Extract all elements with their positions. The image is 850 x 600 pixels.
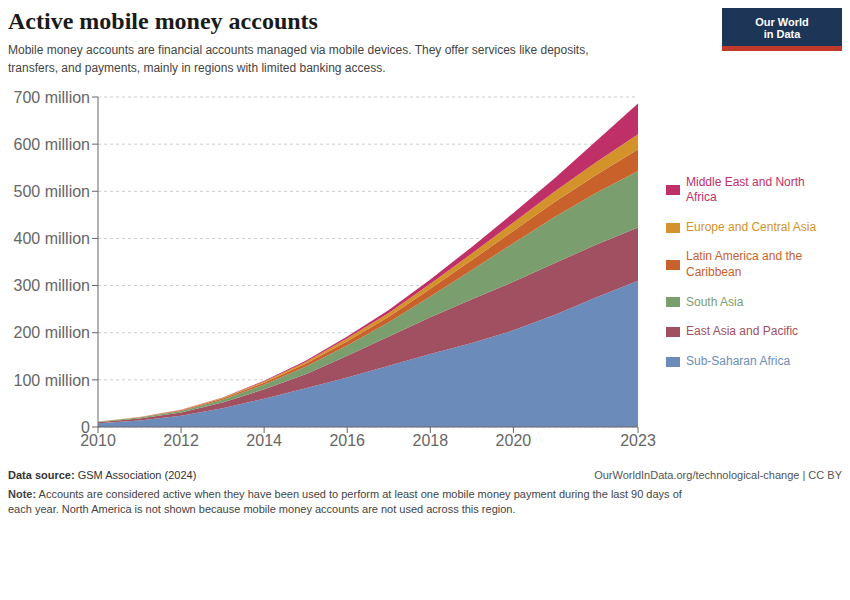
html-text:Our World in Data: Our World in Data bbox=[755, 16, 809, 40]
svg-text:2012: 2012 bbox=[163, 432, 199, 449]
html-text:Latin America and the Caribbea: Latin America and the Caribbean bbox=[686, 249, 803, 279]
html-text:Europe and Central Asia: Europe and Central Asia bbox=[686, 219, 817, 234]
svg-text:100 million: 100 million bbox=[14, 372, 90, 389]
svg-text:300 million: 300 million bbox=[14, 277, 90, 294]
html-text:East Asia and Pacific: East Asia and Pacific bbox=[686, 324, 799, 339]
html-text:Sub-Saharan Africa: Sub-Saharan Africa bbox=[686, 353, 791, 368]
svg-text:700 million: 700 million bbox=[14, 89, 90, 106]
html-text:Middle East and North Africa: Middle East and North Africa bbox=[686, 174, 805, 205]
svg-text:2020: 2020 bbox=[496, 432, 532, 449]
svg-text:2023: 2023 bbox=[620, 432, 656, 449]
svg-text:400 million: 400 million bbox=[14, 230, 90, 247]
svg-text:2010: 2010 bbox=[80, 432, 116, 450]
svg-text:2016: 2016 bbox=[329, 432, 365, 449]
svg-text:2018: 2018 bbox=[413, 432, 449, 449]
svg-text:500 million: 500 million bbox=[14, 183, 90, 200]
html-text:Mobile money accounts are fina: Mobile money accounts are financial acco… bbox=[8, 43, 589, 75]
html-text:OurWorldInData.org/technologic: OurWorldInData.org/technological-change … bbox=[594, 469, 842, 481]
html-text:Active mobile money accounts: Active mobile money accounts bbox=[8, 8, 318, 34]
svg-text:2014: 2014 bbox=[246, 432, 282, 449]
html-text:Note: Accounts are considered: Note: Accounts are considered active whe… bbox=[8, 488, 682, 516]
html-text:Data source: GSM Association (: Data source: GSM Association (2024) bbox=[8, 469, 197, 481]
html-text:South Asia: South Asia bbox=[686, 294, 744, 309]
svg-text:0: 0 bbox=[81, 419, 90, 436]
svg-text:200 million: 200 million bbox=[14, 324, 90, 341]
svg-text:600 million: 600 million bbox=[14, 136, 90, 153]
